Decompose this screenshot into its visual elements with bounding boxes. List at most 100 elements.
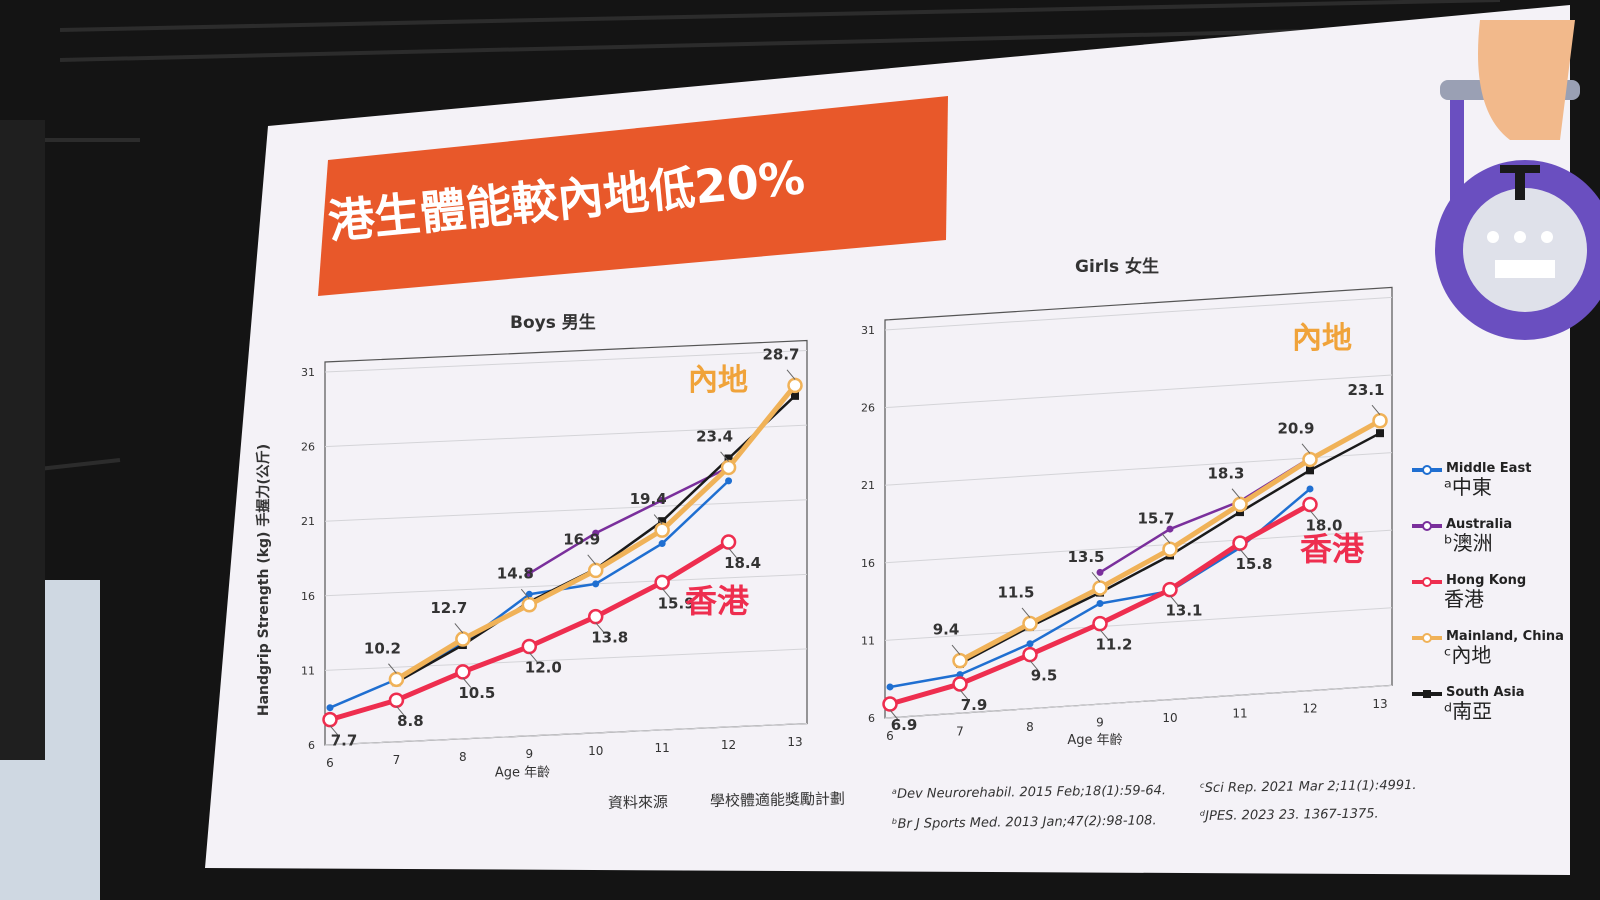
title-banner [318, 96, 948, 296]
chart-girls-ytick-label: 16 [861, 557, 875, 570]
chart-boys-point-middle-east [592, 580, 600, 588]
chart-girls-xtick-label: 13 [1372, 697, 1387, 711]
reference-d: ᵈJPES. 2023 23. 1367-1375. [1200, 807, 1379, 824]
chart-girls-ytick-label: 31 [861, 324, 875, 337]
chart-girls-point-australia [1096, 568, 1104, 576]
chart-girls-label-leader [1169, 595, 1179, 606]
chart-girls-point-south-asia [1236, 508, 1244, 517]
chart-girls-gridline [884, 296, 1393, 331]
chart-boys-xtick-label: 9 [525, 747, 533, 761]
chart-girls-ytick-label: 26 [861, 402, 875, 415]
chart-boys-label-leader [462, 677, 472, 688]
chart-boys-data-label-mainland-china: 10.2 [364, 639, 401, 657]
chart-girls-point-mainland-china [1302, 451, 1318, 468]
chart-boys-data-label-hong-kong: 10.5 [458, 684, 495, 702]
source-value: 學校體適能獎勵計劃 [710, 790, 845, 810]
chart-boys-point-middle-east [326, 704, 334, 712]
chart-boys-point-mainland-china [587, 562, 604, 579]
chart-boys-xtick-label: 7 [393, 753, 401, 767]
chart-boys-point-mainland-china [388, 671, 405, 688]
chart-boys-point-mainland-china [455, 631, 471, 647]
chart-girls-data-label-mainland-china: 18.3 [1207, 464, 1244, 482]
chart-boys-ytick-label: 31 [301, 366, 315, 379]
chart-girls-label-leader [1309, 510, 1319, 521]
chart-girls-title: Girls 女生 [1075, 256, 1159, 277]
chart-boys-data-label-hong-kong: 13.8 [591, 629, 628, 647]
chart-boys-point-middle-east [725, 477, 733, 485]
chart-girls-data-label-hong-kong: 7.9 [961, 696, 988, 714]
chart-girls-label-leader [1091, 572, 1101, 583]
chart-girls-gridline [884, 529, 1393, 564]
chart-boys-label-leader [587, 554, 597, 565]
chart-girls-data-label-mainland-china: 20.9 [1277, 419, 1314, 437]
chart-boys-callout-hongkong: 香港 [685, 582, 750, 620]
chart-boys-data-label-mainland-china: 14.8 [497, 565, 534, 583]
chart-girls-xtick-label: 6 [886, 729, 894, 743]
chart-girls-label-leader [1099, 629, 1109, 640]
chart-boys-label-leader [388, 663, 397, 674]
chart-boys-label-leader [653, 514, 663, 525]
legend-label-mainland-china: Mainland, China [1446, 629, 1564, 644]
chart-boys-label-leader [329, 725, 339, 736]
chart-girls-point-mainland-china [952, 652, 968, 669]
chart-girls-label-leader [951, 644, 961, 656]
reference-c: ᶜSci Rep. 2021 Mar 2;11(1):4991. [1200, 778, 1417, 796]
chart-girls-data-label-mainland-china: 9.4 [933, 621, 960, 639]
chart-girls-point-hong-kong [1162, 581, 1178, 598]
legend-label-zh-mainland-china: ᶜ內地 [1444, 643, 1491, 667]
legend-label-zh-south-asia: ᵈ南亞 [1444, 699, 1492, 723]
chart-boys-ytick-label: 16 [301, 590, 315, 603]
chart-boys-point-hong-kong [720, 534, 737, 550]
chart-girls-xtick-label: 12 [1302, 702, 1317, 716]
chart-boys-point-mainland-china [521, 596, 538, 613]
chart-boys-label-leader [595, 622, 605, 633]
chart-girls-point-south-asia [1306, 466, 1314, 475]
chart-boys-gridline [324, 648, 808, 671]
chart-boys-ytick-label: 26 [301, 441, 315, 454]
chart-boys-xtick-label: 13 [787, 735, 802, 749]
chart-boys-point-mainland-china [654, 522, 670, 538]
chart-girls-point-middle-east [1096, 599, 1104, 607]
chart-girls-point-hong-kong [1022, 646, 1038, 663]
chart-girls-ytick-label: 11 [861, 634, 875, 647]
reference-a: ᵃDev Neurorehabil. 2015 Feb;18(1):59-64. [892, 783, 1166, 802]
chart-girls-data-label-hong-kong: 11.2 [1095, 636, 1132, 654]
chart-boys-gridline [324, 424, 808, 448]
chart-boys-xtick-label: 8 [459, 750, 467, 764]
chart-girls-gridline [884, 374, 1393, 409]
chart-boys-point-australia [658, 496, 666, 504]
chart-boys-label-leader [786, 369, 796, 380]
chart-boys-ytick-label: 11 [301, 664, 315, 677]
chart-girls-data-label-hong-kong: 15.8 [1235, 555, 1272, 573]
reference-b: ᵇBr J Sports Med. 2013 Jan;47(2):98-108. [892, 813, 1157, 832]
chart-girls-gridline [884, 684, 1393, 719]
chart-boys-line-australia [528, 466, 730, 575]
chart-boys-point-hong-kong [388, 692, 405, 708]
chart-girls-xtick-label: 7 [956, 724, 964, 738]
chart-girls-label-leader [1021, 607, 1031, 618]
chart-boys-point-middle-east [525, 590, 533, 598]
chart-girls-point-australia [1166, 525, 1174, 533]
chart-boys-label-leader [528, 652, 538, 663]
chart-boys-callout-mainland: 內地 [688, 363, 748, 398]
chart-girls-data-label-hong-kong: 6.9 [891, 716, 918, 734]
chart-boys-point-mainland-china [787, 377, 803, 394]
chart-boys-data-label-hong-kong: 8.8 [397, 712, 424, 730]
chart-girls-point-hong-kong [1232, 535, 1248, 551]
chart-boys-point-hong-kong [587, 608, 604, 625]
chart-girls-point-south-asia [1376, 429, 1384, 438]
legend-marker-mainland-china [1422, 633, 1432, 643]
legend-marker-hong-kong [1422, 577, 1432, 587]
chart-girls-data-label-mainland-china: 23.1 [1347, 381, 1384, 399]
chart-boys-point-middle-east [658, 540, 666, 548]
legend-label-south-asia: South Asia [1446, 685, 1525, 700]
chart-boys-point-hong-kong [654, 574, 670, 591]
chart-girls-xtick-label: 11 [1232, 706, 1247, 720]
chart-boys-label-leader [728, 547, 737, 558]
chart-girls-point-mainland-china [1022, 615, 1038, 632]
chart-boys-data-label-mainland-china: 16.9 [563, 530, 600, 548]
chart-boys-data-label-hong-kong: 12.0 [525, 659, 562, 677]
chart-boys-label-leader [661, 588, 671, 599]
chart-girls-point-middle-east [886, 683, 894, 691]
